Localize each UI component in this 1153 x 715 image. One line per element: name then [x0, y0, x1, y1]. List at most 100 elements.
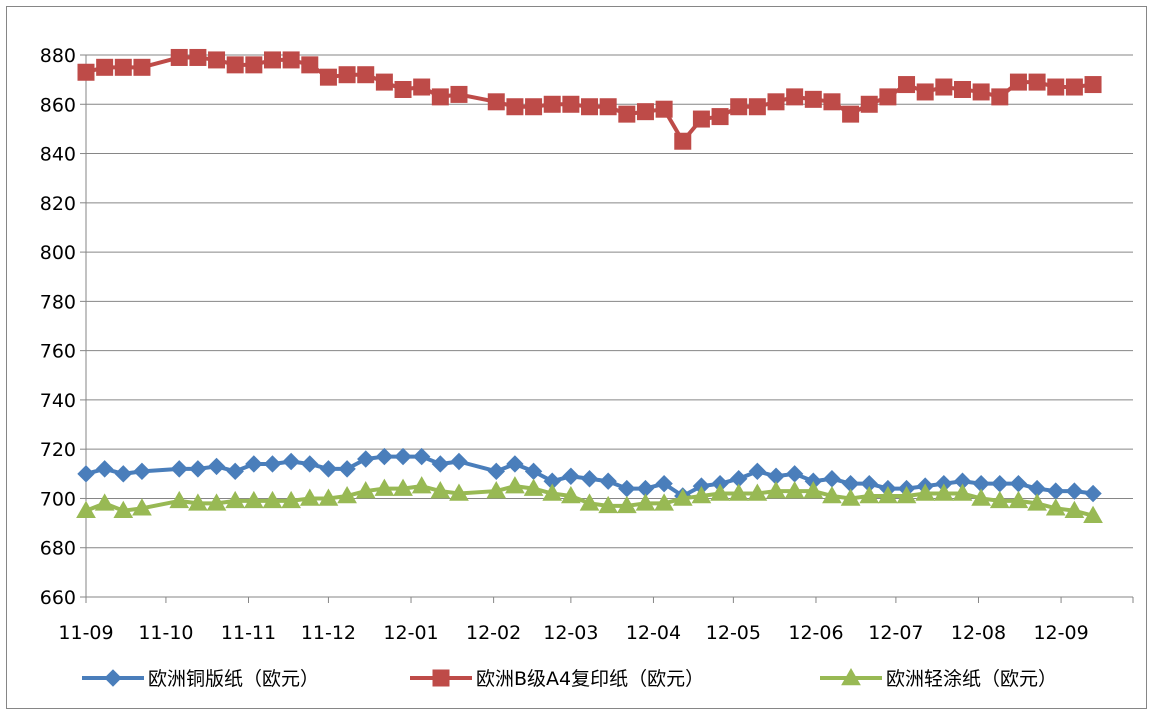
y-tick-label: 720 — [40, 439, 76, 461]
data-point — [524, 462, 543, 481]
data-point — [1065, 482, 1084, 500]
data-point — [243, 490, 264, 509]
axes — [85, 55, 1133, 598]
data-point — [952, 483, 973, 501]
data-point — [691, 485, 712, 504]
data-point — [823, 93, 841, 111]
data-point — [338, 460, 356, 478]
data-point — [655, 100, 673, 118]
legend-item: 欧洲铜版纸（欧元） — [82, 668, 319, 690]
data-point — [133, 58, 151, 76]
data-point — [245, 455, 263, 473]
data-point — [971, 488, 992, 506]
data-point — [487, 462, 505, 481]
legend-label: 欧洲B级A4复印纸（欧元） — [476, 668, 704, 690]
data-point — [748, 462, 767, 481]
data-point — [338, 66, 356, 84]
data-point — [206, 493, 227, 511]
data-point — [301, 455, 319, 473]
data-point — [860, 95, 878, 113]
series-3 — [76, 476, 1103, 523]
data-point — [505, 476, 525, 494]
data-point — [189, 48, 207, 66]
data-point — [672, 488, 693, 506]
data-point — [618, 105, 636, 123]
data-point — [989, 490, 1010, 509]
data-point — [262, 490, 283, 509]
data-point — [581, 98, 599, 116]
data-point — [77, 465, 95, 483]
data-point — [710, 483, 730, 501]
data-point — [579, 493, 600, 511]
data-point — [1028, 73, 1046, 91]
data-point — [730, 98, 748, 116]
data-point — [281, 490, 301, 509]
data-point — [95, 460, 114, 478]
data-point — [1065, 78, 1083, 96]
data-point — [486, 481, 507, 499]
y-tick-label: 680 — [40, 538, 76, 560]
data-point — [1045, 498, 1066, 516]
data-point — [394, 80, 412, 98]
data-point — [562, 467, 580, 485]
data-point — [133, 462, 151, 481]
x-tick-label: 12-09 — [1033, 622, 1088, 644]
data-point — [207, 457, 226, 476]
data-point — [991, 474, 1009, 493]
data-point — [1083, 505, 1103, 523]
legend: 欧洲铜版纸（欧元） 欧洲B级A4复印纸（欧元） 欧洲轻涂纸（欧元） — [82, 667, 1057, 690]
data-point — [319, 460, 338, 478]
data-point — [784, 481, 805, 499]
data-point — [972, 83, 990, 101]
data-point — [76, 500, 96, 519]
data-point — [767, 93, 785, 111]
data-point — [337, 485, 357, 504]
y-tick-label: 820 — [40, 193, 76, 215]
data-point — [953, 80, 971, 98]
data-point — [301, 56, 319, 74]
data-point — [431, 88, 449, 106]
data-point — [561, 485, 581, 504]
data-point — [933, 483, 954, 501]
data-point — [804, 90, 822, 108]
y-tick-label: 840 — [40, 144, 76, 166]
data-point — [245, 56, 263, 74]
data-point — [785, 465, 804, 483]
data-point — [859, 485, 880, 504]
data-point — [748, 98, 766, 116]
data-point — [413, 78, 431, 96]
data-point — [169, 490, 190, 509]
series-group — [76, 48, 1103, 523]
data-point — [393, 478, 413, 496]
data-point — [991, 88, 1009, 106]
data-point — [449, 483, 469, 501]
data-point — [319, 68, 337, 86]
data-point — [94, 493, 115, 511]
data-point — [728, 483, 749, 501]
data-point — [747, 483, 768, 501]
data-point — [878, 485, 898, 504]
data-point — [226, 56, 244, 74]
data-point — [598, 495, 619, 514]
data-point — [599, 472, 617, 490]
chart-frame — [6, 6, 1147, 709]
y-tick-label: 800 — [40, 242, 76, 264]
data-point — [523, 478, 544, 496]
data-point — [394, 447, 412, 466]
y-axis-ticks: 660 680 700 720 740 760 780 800 820 840 860 880 — [40, 45, 86, 609]
x-tick-label: 12-03 — [543, 622, 598, 644]
data-point — [840, 488, 861, 506]
data-point — [711, 108, 729, 126]
data-point — [113, 500, 134, 519]
data-point — [842, 105, 860, 123]
data-point — [506, 455, 524, 473]
data-point — [188, 493, 208, 511]
data-point — [431, 455, 450, 473]
data-point — [1009, 73, 1027, 91]
data-point — [1064, 500, 1085, 519]
data-point — [1027, 493, 1047, 511]
data-point — [635, 493, 656, 511]
x-axis-ticks: 11-09 11-10 11-11 11-12 12-01 12-02 12-03 12-04… — [58, 597, 1134, 644]
data-point — [189, 460, 207, 478]
